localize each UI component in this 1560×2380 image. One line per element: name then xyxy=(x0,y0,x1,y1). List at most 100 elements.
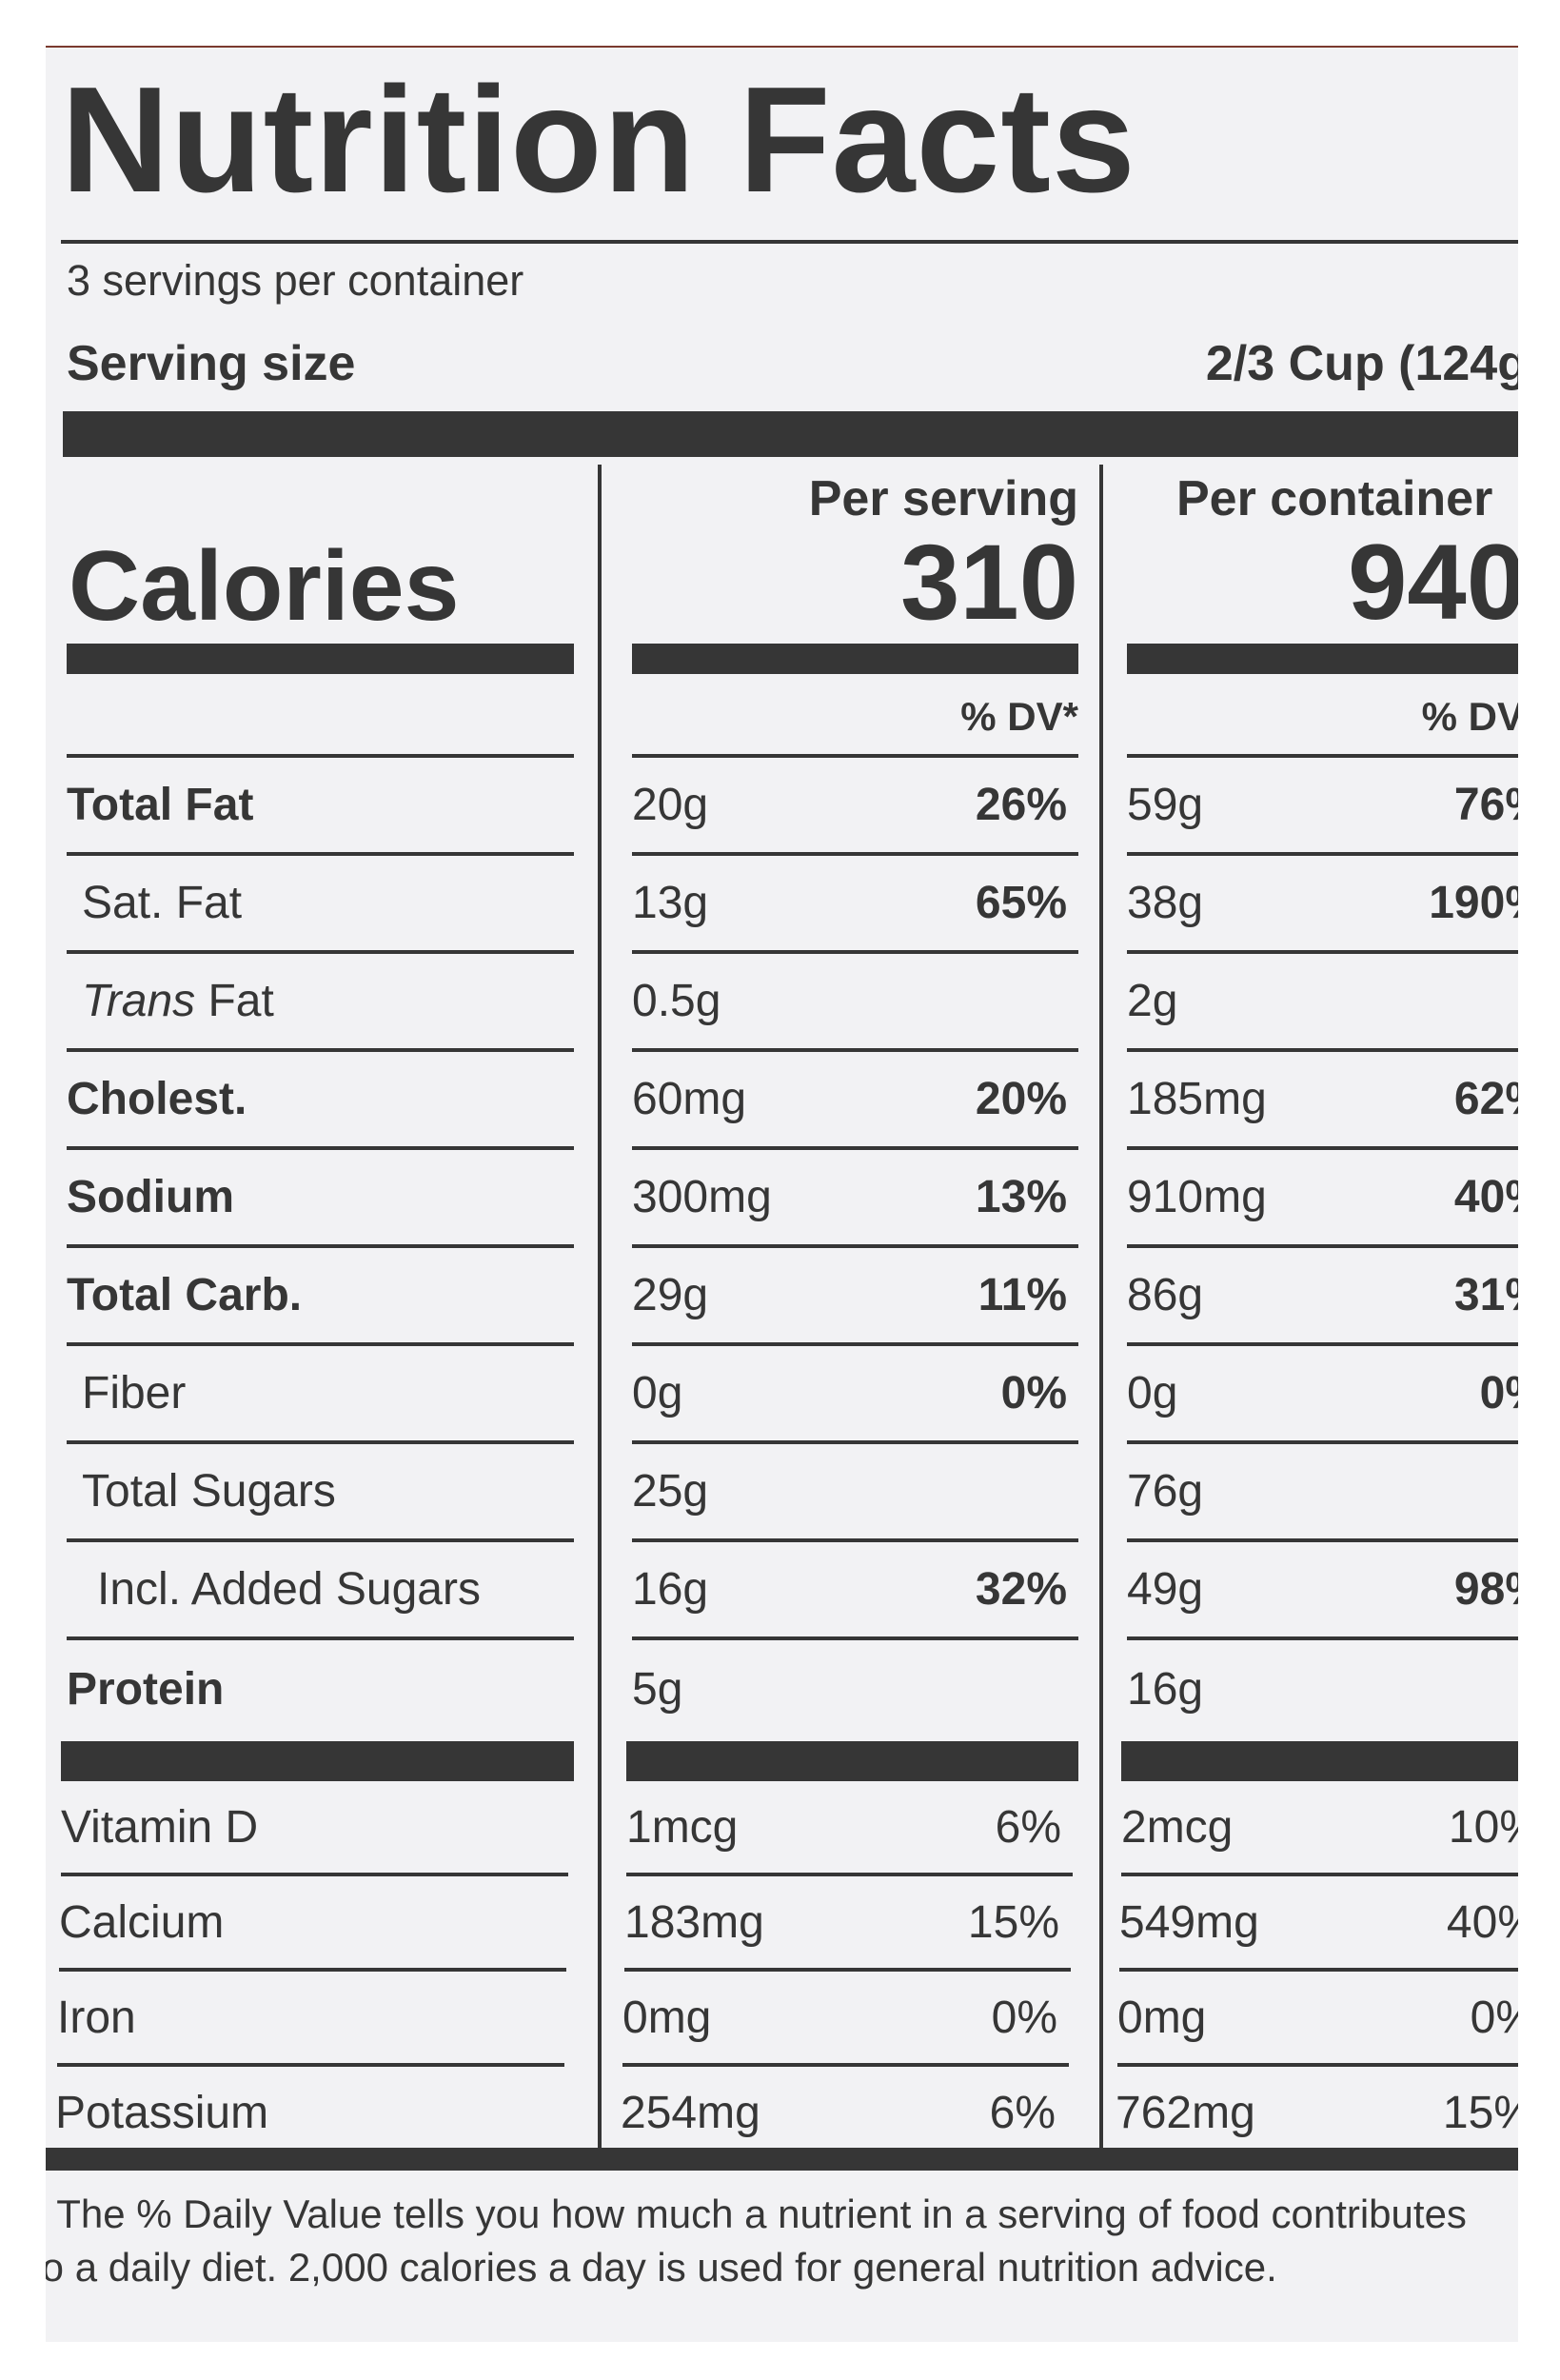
dv-per-container: 76% xyxy=(1453,780,1518,830)
per-container-cell: 49g 98% xyxy=(1127,1542,1518,1640)
serving-size-label: Serving size xyxy=(67,336,356,391)
nutrient-name-cell: Sat. Fat xyxy=(67,856,574,954)
calories-per-container: 940 xyxy=(1348,523,1518,642)
table-row: Vitamin D 1mcg 6% 2mcg 10% xyxy=(46,1781,1518,1876)
table-row: Protein 5g 16g xyxy=(46,1640,1518,1738)
per-serving-cell: 16g 32% xyxy=(632,1542,1078,1640)
per-serving-cell: 1mcg 6% xyxy=(626,1781,1073,1876)
dv-per-container: 40% xyxy=(1446,1896,1518,1948)
dv-per-container: 98% xyxy=(1453,1564,1518,1615)
amount-per-container: 76g xyxy=(1127,1466,1204,1517)
divider-thick xyxy=(46,2148,1518,2171)
divider-thin xyxy=(632,754,1078,758)
column-divider xyxy=(1099,465,1103,2159)
per-container-header: Per container xyxy=(1176,471,1493,526)
per-serving-cell: 300mg 13% xyxy=(632,1150,1078,1248)
per-serving-cell: 0.5g xyxy=(632,954,1078,1052)
amount-per-container: 549mg xyxy=(1119,1896,1259,1948)
table-row: Sodium 300mg 13% 910mg 40% xyxy=(46,1150,1518,1248)
nutrient-name-cell: Sodium xyxy=(67,1150,574,1248)
dv-per-serving: 13% xyxy=(975,1172,1067,1222)
column-divider xyxy=(598,465,602,2159)
nutrient-name: Potassium xyxy=(55,2087,269,2138)
servings-per-container: 3 servings per container xyxy=(67,256,524,305)
calories-bar xyxy=(632,644,1078,674)
per-container-cell: 2g xyxy=(1127,954,1518,1052)
divider-thin xyxy=(61,240,1518,244)
nutrition-facts-label: Nutrition Facts 3 servings per container… xyxy=(46,48,1518,2342)
amount-per-container: 59g xyxy=(1127,780,1204,830)
amount-per-container: 910mg xyxy=(1127,1172,1267,1222)
divider-thin xyxy=(1127,754,1518,758)
dv-per-container: 40% xyxy=(1453,1172,1518,1222)
calories-per-serving: 310 xyxy=(900,523,1078,642)
nutrient-name: Trans Fat xyxy=(67,975,274,1027)
nutrient-name: Protein xyxy=(67,1664,225,1715)
divider-thick xyxy=(1121,1741,1518,1781)
amount-per-serving: 1mcg xyxy=(626,1801,739,1853)
nutrient-name-italic: Trans xyxy=(82,976,196,1026)
amount-per-serving: 0.5g xyxy=(632,976,721,1026)
dv-per-container: 62% xyxy=(1453,1074,1518,1124)
nutrient-name-cell: Iron xyxy=(57,1972,564,2067)
nutrient-name: Sat. Fat xyxy=(82,878,243,928)
table-row: Calcium 183mg 15% 549mg 40% xyxy=(46,1876,1518,1972)
per-serving-cell: 20g 26% xyxy=(632,758,1078,856)
amount-per-container: 38g xyxy=(1127,878,1204,928)
nutrient-name-cell: Trans Fat xyxy=(67,954,574,1052)
per-serving-header: Per serving xyxy=(808,471,1078,526)
amount-per-container: 2mcg xyxy=(1121,1801,1234,1853)
dv-per-serving: 0% xyxy=(991,1992,1057,2043)
table-row: Total Sugars 25g 76g xyxy=(46,1444,1518,1542)
table-row: Iron 0mg 0% 0mg 0% xyxy=(46,1972,1518,2067)
table-row: Fiber 0g 0% 0g 0% xyxy=(46,1346,1518,1444)
per-container-cell: 0g 0% xyxy=(1127,1346,1518,1444)
dv-per-serving: 26% xyxy=(975,780,1067,830)
divider-thick xyxy=(63,411,1518,457)
amount-per-container: 0mg xyxy=(1117,1992,1207,2043)
calories-bar xyxy=(67,644,574,674)
per-serving-cell: 5g xyxy=(632,1640,1078,1738)
nutrient-name-cell: Total Fat xyxy=(67,758,574,856)
table-row: Trans Fat 0.5g 2g xyxy=(46,954,1518,1052)
divider-thick xyxy=(626,1741,1078,1781)
calories-bar xyxy=(1127,644,1518,674)
amount-per-container: 2g xyxy=(1127,976,1178,1026)
calories-label: Calories xyxy=(69,531,460,642)
table-row: Total Fat 20g 26% 59g 76% xyxy=(46,758,1518,856)
nutrient-name-text: Fat xyxy=(207,976,274,1026)
amount-per-serving: 25g xyxy=(632,1466,709,1517)
amount-per-serving: 16g xyxy=(632,1564,709,1615)
nutrient-name: Fiber xyxy=(82,1368,187,1418)
table-row: Cholest. 60mg 20% 185mg 62% xyxy=(46,1052,1518,1150)
per-serving-cell: 60mg 20% xyxy=(632,1052,1078,1150)
per-serving-cell: 0mg 0% xyxy=(622,1972,1069,2067)
divider-thick xyxy=(61,1741,574,1781)
nutrient-name: Total Sugars xyxy=(82,1466,336,1517)
nutrient-name: Total Carb. xyxy=(67,1270,303,1320)
amount-per-container: 0g xyxy=(1127,1368,1178,1418)
amount-per-serving: 13g xyxy=(632,878,709,928)
label-title: Nutrition Facts xyxy=(61,56,1136,224)
amount-per-serving: 254mg xyxy=(621,2087,760,2138)
amount-per-serving: 0g xyxy=(632,1368,683,1418)
dv-per-container: 31% xyxy=(1453,1270,1518,1320)
amount-per-serving: 20g xyxy=(632,780,709,830)
nutrient-name-cell: Total Carb. xyxy=(67,1248,574,1346)
dv-per-container: 0% xyxy=(1479,1368,1518,1418)
nutrient-name-cell: Total Sugars xyxy=(67,1444,574,1542)
dv-header-serving: % DV* xyxy=(960,694,1078,739)
dv-per-serving: 32% xyxy=(975,1564,1067,1615)
per-serving-cell: 25g xyxy=(632,1444,1078,1542)
per-container-cell: 76g xyxy=(1127,1444,1518,1542)
nutrient-name: Vitamin D xyxy=(61,1801,259,1853)
nutrient-name-cell: Protein xyxy=(67,1640,574,1738)
nutrient-name-cell: Calcium xyxy=(59,1876,566,1972)
table-row: Incl. Added Sugars 16g 32% 49g 98% xyxy=(46,1542,1518,1640)
table-row: Total Carb. 29g 11% 86g 31% xyxy=(46,1248,1518,1346)
per-serving-cell: 29g 11% xyxy=(632,1248,1078,1346)
amount-per-container: 86g xyxy=(1127,1270,1204,1320)
dv-per-container: 190% xyxy=(1429,878,1518,928)
amount-per-serving: 29g xyxy=(632,1270,709,1320)
table-row: Sat. Fat 13g 65% 38g 190% xyxy=(46,856,1518,954)
